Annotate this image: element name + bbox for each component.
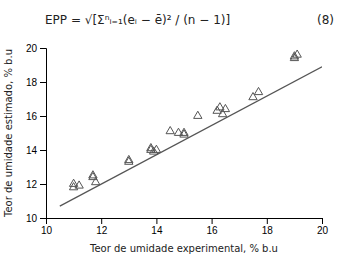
y-axis: 10 12 14 16 18 20 xyxy=(26,43,47,224)
point xyxy=(92,177,100,184)
tick-label: 14 xyxy=(26,145,38,156)
tick: 20 xyxy=(26,43,46,54)
point xyxy=(152,145,160,152)
axis-line xyxy=(40,49,47,219)
tick-label: 18 xyxy=(26,77,38,88)
point xyxy=(218,109,226,116)
tick-mark xyxy=(212,218,213,224)
tick-mark xyxy=(40,116,46,117)
tick-label: 12 xyxy=(26,179,38,190)
marks xyxy=(60,50,322,206)
tick: 16 xyxy=(26,111,46,122)
point xyxy=(125,155,133,162)
tick: 18 xyxy=(262,218,274,236)
tick-label: 20 xyxy=(26,43,38,54)
formula: EPP = √[Σⁿᵢ₌₁(eᵢ − ē)² / (n − 1)] xyxy=(45,13,230,27)
tick-mark xyxy=(40,82,46,83)
point xyxy=(180,128,188,135)
tick: 10 xyxy=(26,213,46,224)
tick-mark xyxy=(101,218,102,224)
tick-mark xyxy=(322,218,323,224)
axis-line xyxy=(47,219,323,225)
point xyxy=(249,92,257,99)
point xyxy=(194,111,202,118)
point xyxy=(221,104,229,111)
tick: 12 xyxy=(26,179,46,190)
tick-label: 16 xyxy=(207,225,219,236)
tick-label: 10 xyxy=(41,225,53,236)
tick: 16 xyxy=(207,218,219,236)
tick-label: 14 xyxy=(151,225,163,236)
tick-mark xyxy=(40,48,46,49)
x-axis: 10 12 14 16 18 20 xyxy=(41,218,329,236)
point xyxy=(166,126,174,133)
tick-label: 20 xyxy=(317,225,329,236)
tick-label: 16 xyxy=(26,111,38,122)
point xyxy=(293,50,301,57)
tick-mark xyxy=(156,218,157,224)
tick-label: 12 xyxy=(96,225,108,236)
tick-mark xyxy=(40,218,46,219)
tick: 14 xyxy=(151,218,163,236)
point xyxy=(254,87,262,94)
x-axis-title: Teor de umidade experimental, % b.u xyxy=(89,243,278,254)
regression-line xyxy=(60,67,322,206)
tick-mark xyxy=(267,218,268,224)
tick: 18 xyxy=(26,77,46,88)
tick: 20 xyxy=(317,218,329,236)
tick: 14 xyxy=(26,145,46,156)
equation-number: (8) xyxy=(317,13,334,27)
point xyxy=(75,181,83,188)
tick-label: 18 xyxy=(262,225,274,236)
tick: 10 xyxy=(41,218,53,236)
tick-mark xyxy=(40,184,46,185)
tick: 12 xyxy=(96,218,108,236)
chart: 10 12 14 16 18 20 10 12 14 16 18 20 Teor de umidade … xyxy=(0,0,344,258)
plot-area: 10 12 14 16 18 20 10 12 14 16 18 20 xyxy=(26,43,329,236)
tick-label: 10 xyxy=(26,213,38,224)
tick-mark xyxy=(40,150,46,151)
y-axis-title: Teor de umidade estimado, % b.u xyxy=(3,49,14,218)
